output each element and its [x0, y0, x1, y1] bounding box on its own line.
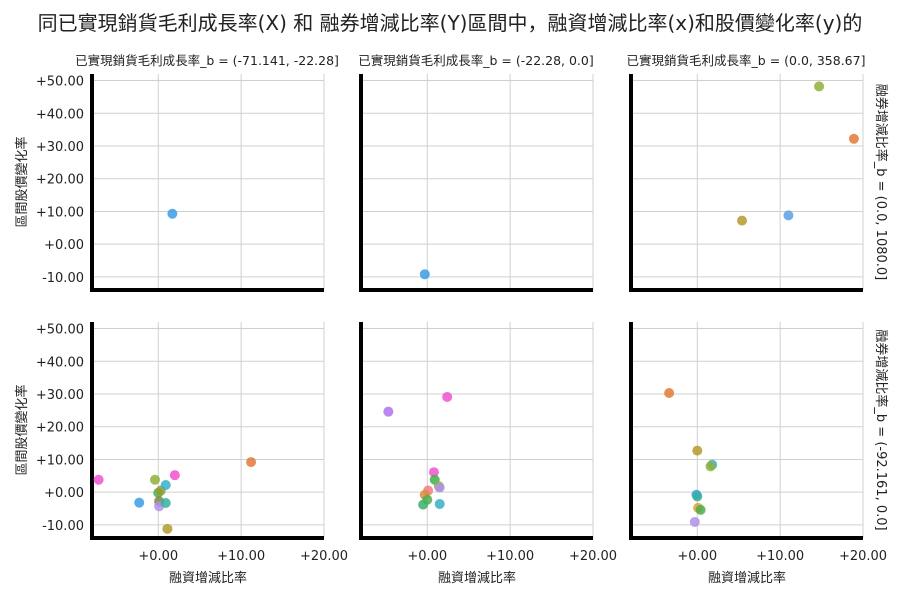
x-tick-label: +0.00 — [138, 549, 178, 564]
scatter-point — [848, 133, 859, 144]
scatter-point — [434, 482, 445, 493]
x-axis-label: 融資增減比率 — [169, 570, 247, 586]
scatter-point — [692, 491, 703, 502]
scatter-point — [705, 461, 716, 472]
x-tick-label: +20.00 — [839, 549, 887, 564]
scatter-point — [149, 474, 160, 485]
row-title: 融券增減比率_b = (0.0, 1080.0] — [873, 84, 889, 280]
y-tick-label: +30.00 — [36, 140, 84, 155]
scatter-point — [783, 210, 794, 221]
scatter-point — [383, 406, 394, 417]
scatter-point — [134, 497, 145, 508]
scatter-point — [692, 445, 703, 456]
y-tick-label: +30.00 — [36, 388, 84, 403]
scatter-point — [160, 497, 171, 508]
scatter-point — [419, 269, 430, 280]
x-tick-label: +20.00 — [569, 549, 617, 564]
y-tick-label: +50.00 — [36, 75, 84, 90]
y-tick-label: -10.00 — [42, 519, 84, 534]
x-tick-label: +20.00 — [300, 549, 348, 564]
scatter-point — [737, 215, 748, 226]
x-tick-label: +10.00 — [756, 549, 804, 564]
y-tick-label: +20.00 — [36, 421, 84, 436]
scatter-point — [664, 388, 675, 399]
y-axis-label: 區間股價變化率 — [14, 136, 30, 227]
scatter-point — [434, 498, 445, 509]
scatter-point — [814, 81, 825, 92]
x-tick-label: +10.00 — [217, 549, 265, 564]
scatter-point — [689, 516, 700, 527]
y-tick-label: +20.00 — [36, 173, 84, 188]
y-tick-label: -10.00 — [42, 271, 84, 286]
column-title: 已實現銷貨毛利成長率_b = (-71.141, -22.28] — [75, 53, 339, 68]
scatter-point — [428, 467, 439, 478]
column-title: 已實現銷貨毛利成長率_b = (-22.28, 0.0] — [358, 53, 593, 68]
y-tick-label: +0.00 — [44, 238, 84, 253]
scatter-point — [162, 523, 173, 534]
chart-title: 同已實現銷貨毛利成長率(X) 和 融券增減比率(Y)區間中，融資增減比率(x)和… — [38, 11, 863, 35]
y-tick-label: +50.00 — [36, 323, 84, 338]
y-tick-label: +10.00 — [36, 453, 84, 468]
x-tick-label: +0.00 — [407, 549, 447, 564]
y-tick-label: +40.00 — [36, 107, 84, 122]
scatter-point — [418, 499, 429, 510]
panels-group: -10.00 +0.00 +10.00 +20.00 +30.00 +40.00 +50.0… — [14, 53, 889, 586]
scatter-point — [442, 391, 453, 402]
x-tick-label: +0.00 — [677, 549, 717, 564]
row-title: 融券增減比率_b = (-92.161, 0.0] — [873, 329, 889, 530]
column-title: 已實現銷貨毛利成長率_b = (0.0, 358.67] — [627, 53, 866, 68]
y-tick-label: +0.00 — [44, 486, 84, 501]
scatter-point — [160, 479, 171, 490]
x-axis-label: 融資增減比率 — [708, 570, 786, 586]
scatter-point — [695, 504, 706, 515]
x-axis-label: 融資增減比率 — [438, 570, 516, 586]
scatter-point — [93, 474, 104, 485]
y-tick-label: +40.00 — [36, 355, 84, 370]
scatter-point — [169, 470, 180, 481]
scatter-point — [246, 457, 257, 468]
y-tick-label: +10.00 — [36, 205, 84, 220]
y-axis-label: 區間股價變化率 — [14, 384, 30, 475]
x-tick-label: +10.00 — [486, 549, 534, 564]
scatter-point — [167, 208, 178, 219]
